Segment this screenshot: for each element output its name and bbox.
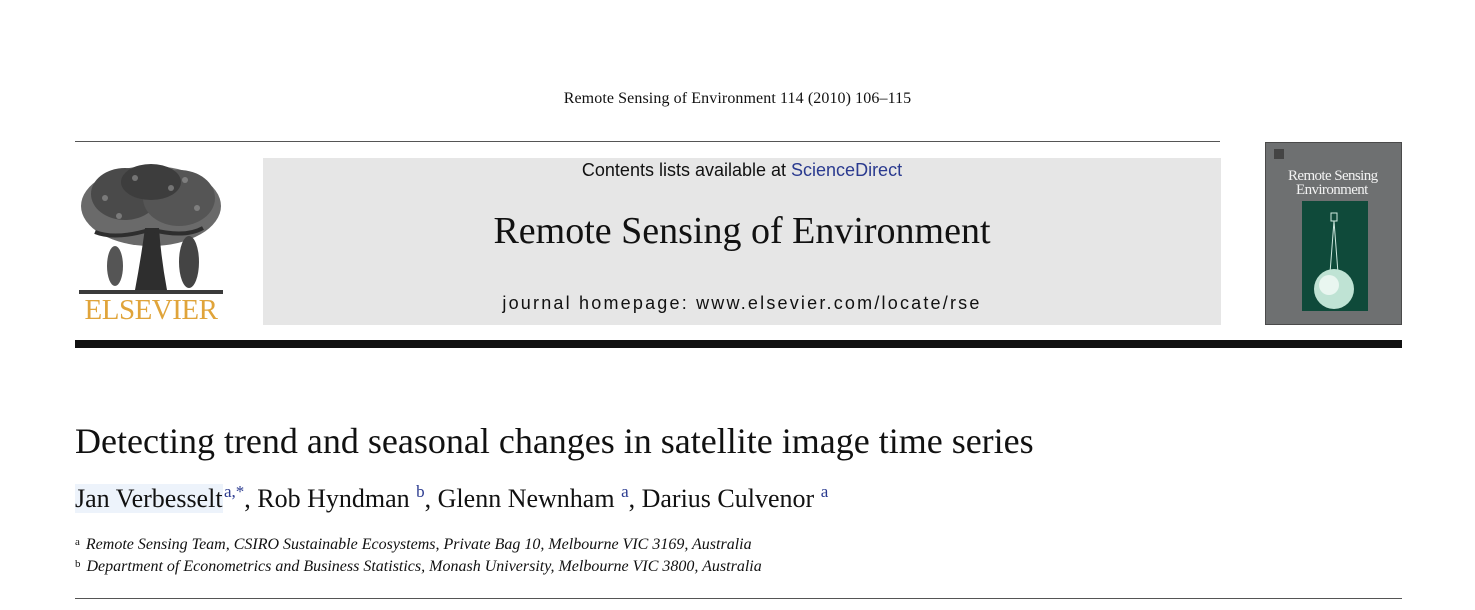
cover-title-line1: Remote Sensing: [1288, 168, 1378, 184]
author-name[interactable]: Darius Culvenor: [641, 484, 815, 513]
affiliation-marker: a: [75, 536, 80, 548]
author-name[interactable]: Rob Hyndman: [257, 484, 410, 513]
cover-title: Remote Sensing Environment: [1288, 168, 1401, 198]
author-list: Jan Verbesselt a,*, Rob Hyndman b, Glenn…: [75, 482, 829, 513]
article-title: Detecting trend and seasonal changes in …: [75, 421, 1034, 461]
affiliation: b Department of Econometrics and Business…: [75, 554, 762, 577]
author-name[interactable]: Jan Verbesselt: [75, 484, 223, 513]
elsevier-logo-text: ELSEVIER: [84, 294, 218, 326]
journal-banner: [263, 158, 1221, 325]
sciencedirect-link[interactable]: ScienceDirect: [791, 160, 903, 180]
elsevier-tree-logo-icon: [75, 158, 227, 326]
contents-availability: Contents lists available at ScienceDirec…: [263, 158, 1221, 182]
journal-homepage[interactable]: journal homepage: www.elsevier.com/locat…: [502, 293, 982, 313]
header-divider: [75, 141, 1220, 142]
journal-title: Remote Sensing of Environment: [493, 210, 991, 252]
author-affiliation-marker[interactable]: b: [416, 482, 425, 501]
cover-title-line2: Environment: [1296, 182, 1368, 198]
affiliation-text: Remote Sensing Team, CSIRO Sustainable E…: [85, 536, 752, 553]
affiliation-text: Department of Econometrics and Business …: [86, 558, 762, 575]
affiliation-marker: b: [75, 558, 81, 570]
author-name[interactable]: Glenn Newnham: [437, 484, 615, 513]
contents-prefix: Contents lists available at: [581, 160, 787, 180]
section-divider: [75, 598, 1402, 599]
journal-citation: Remote Sensing of Environment 114 (2010)…: [563, 90, 912, 107]
cover-artwork-icon: [1274, 149, 1368, 311]
author-affiliation-marker[interactable]: a: [820, 482, 829, 501]
author-affiliation-marker[interactable]: a: [621, 482, 629, 501]
journal-cover-image: Remote Sensing Environment: [1265, 142, 1402, 325]
author-affiliation-marker[interactable]: a,*: [223, 482, 245, 501]
affiliation: a Remote Sensing Team, CSIRO Sustainable …: [75, 532, 752, 555]
banner-divider: [75, 340, 1402, 348]
